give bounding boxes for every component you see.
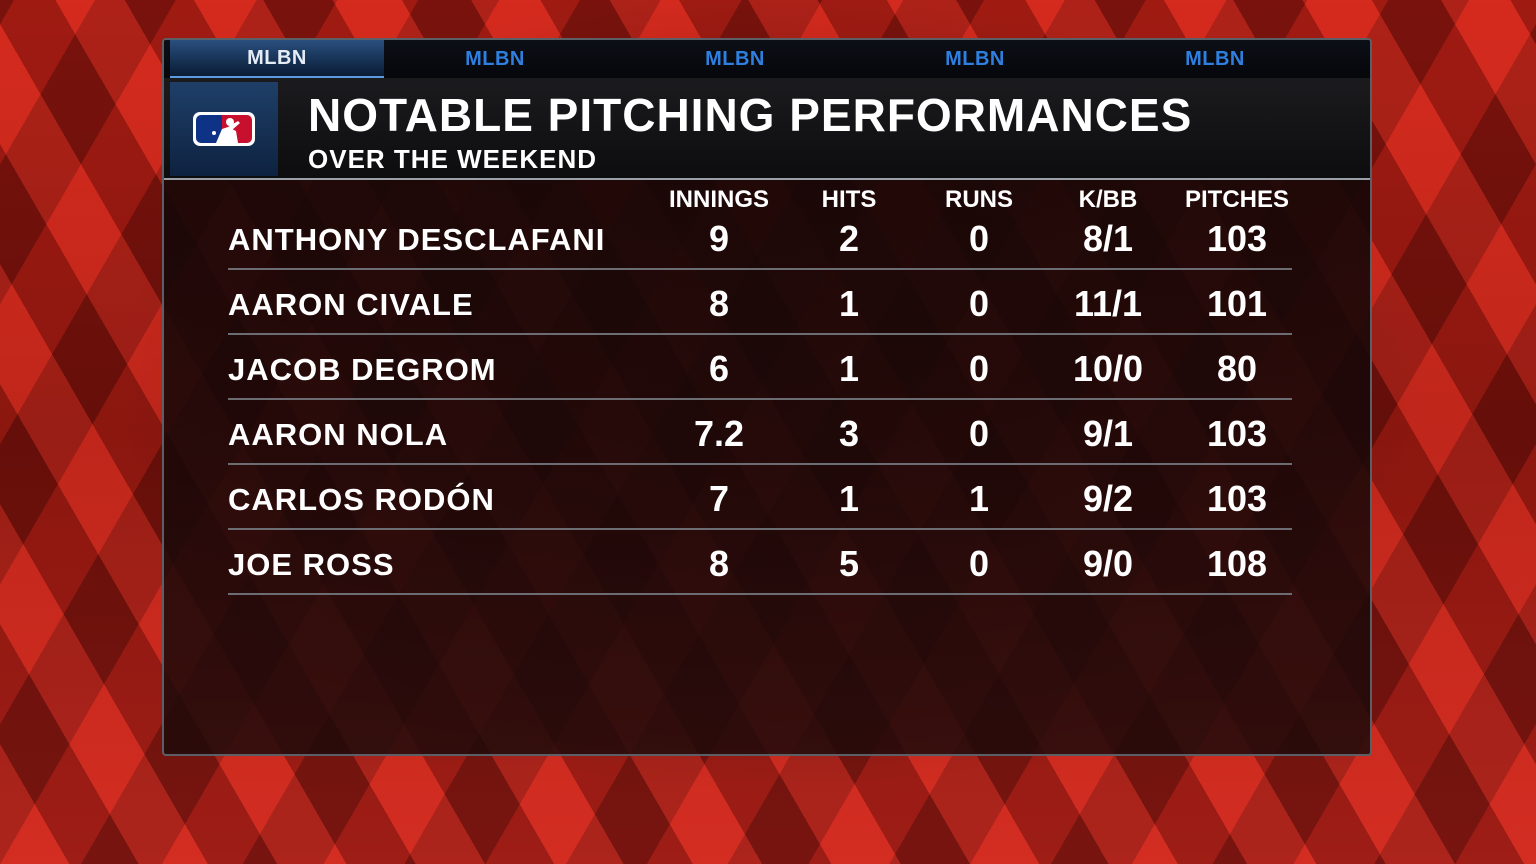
cell-hits: 1 xyxy=(838,348,860,389)
cell-runs: 0 xyxy=(968,348,990,389)
cell-innings: 7 xyxy=(708,478,730,519)
cell-innings: 8 xyxy=(708,283,730,324)
table-header: INNINGS HITS RUNS K/BB PITCHES xyxy=(164,186,1370,216)
table-row: AARON NOLA 7.2 3 0 9/1 103 xyxy=(228,405,1292,465)
cell-k-bb: 11/1 xyxy=(1073,283,1143,324)
cell-pitches: 108 xyxy=(1206,543,1268,584)
header-pitches: PITCHES xyxy=(1184,186,1289,213)
table-row: JACOB DEGROM 6 1 0 10/0 80 xyxy=(228,340,1292,400)
cell-pitches: 80 xyxy=(1216,348,1258,389)
cell-runs: 0 xyxy=(968,283,990,324)
mlb-logo xyxy=(170,82,278,176)
cell-runs: 1 xyxy=(968,478,990,519)
cell-pitches: 103 xyxy=(1206,218,1268,259)
cell-hits: 1 xyxy=(838,478,860,519)
cell-hits: 5 xyxy=(838,543,860,584)
pitcher-name: ANTHONY DESCLAFANI xyxy=(228,222,606,257)
title-bar: NOTABLE PITCHING PERFORMANCES OVER THE W… xyxy=(164,78,1370,180)
header-innings: INNINGS xyxy=(668,186,769,213)
header-k-bb: K/BB xyxy=(1078,186,1138,213)
network-tab-bar: MLBN MLBN MLBN MLBN MLBN xyxy=(164,40,1370,78)
cell-innings: 6 xyxy=(708,348,730,389)
cell-k-bb: 9/0 xyxy=(1082,543,1134,584)
cell-k-bb: 10/0 xyxy=(1072,348,1144,389)
cell-pitches: 101 xyxy=(1206,283,1268,324)
header-hits: HITS xyxy=(821,186,877,213)
network-tab-2[interactable]: MLBN xyxy=(465,47,525,70)
table-row: AARON CIVALE 8 1 0 11/1 101 xyxy=(228,275,1292,335)
pitcher-name: AARON CIVALE xyxy=(228,287,474,322)
cell-runs: 0 xyxy=(968,413,990,454)
cell-pitches: 103 xyxy=(1206,413,1268,454)
cell-hits: 3 xyxy=(838,413,860,454)
cell-runs: 0 xyxy=(968,218,990,259)
network-tab-4[interactable]: MLBN xyxy=(945,47,1005,70)
cell-innings: 7.2 xyxy=(693,413,745,454)
cell-innings: 8 xyxy=(708,543,730,584)
network-tab-1[interactable]: MLBN xyxy=(170,40,384,78)
mlb-logo-icon xyxy=(193,112,255,146)
pitcher-name: JOE ROSS xyxy=(228,547,395,582)
cell-k-bb: 8/1 xyxy=(1082,218,1134,259)
table-row: CARLOS RODÓN 7 1 1 9/2 103 xyxy=(228,470,1292,530)
header-runs: RUNS xyxy=(944,186,1013,213)
cell-pitches: 103 xyxy=(1206,478,1268,519)
graphic-title: NOTABLE PITCHING PERFORMANCES xyxy=(308,89,1193,141)
pitcher-name: AARON NOLA xyxy=(228,417,449,452)
graphic-subtitle: OVER THE WEEKEND xyxy=(308,144,598,174)
cell-k-bb: 9/1 xyxy=(1082,413,1134,454)
cell-innings: 9 xyxy=(708,218,730,259)
cell-k-bb: 9/2 xyxy=(1082,478,1134,519)
table-row: JOE ROSS 8 5 0 9/0 108 xyxy=(228,535,1292,595)
table-row: ANTHONY DESCLAFANI 9 2 0 8/1 103 xyxy=(228,210,1292,270)
cell-runs: 0 xyxy=(968,543,990,584)
network-tab-5[interactable]: MLBN xyxy=(1185,47,1245,70)
pitcher-name: CARLOS RODÓN xyxy=(228,482,495,517)
stats-panel: MLBN MLBN MLBN MLBN MLBN NOTABLE PITCHIN… xyxy=(162,38,1372,756)
pitcher-name: JACOB DEGROM xyxy=(228,352,497,387)
cell-hits: 2 xyxy=(838,218,860,259)
network-tab-3[interactable]: MLBN xyxy=(705,47,765,70)
cell-hits: 1 xyxy=(838,283,860,324)
